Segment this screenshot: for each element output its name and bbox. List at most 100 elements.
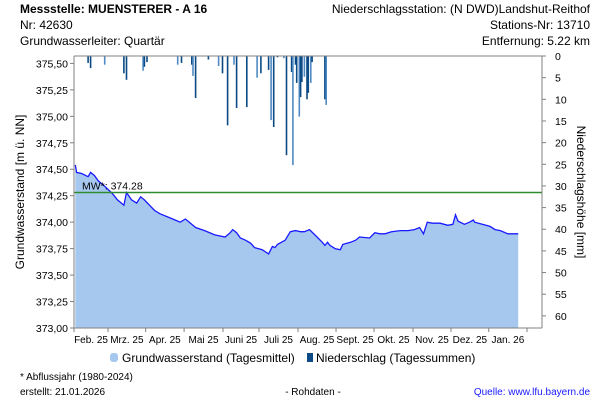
raw-data-note: - Rohdaten - <box>285 387 341 398</box>
x-tick-label: Apr. 25 <box>149 335 181 346</box>
precipitation-bar <box>290 56 293 72</box>
precipitation-bar <box>176 56 179 65</box>
precipitation-bar <box>180 56 183 63</box>
precipitation-bar <box>267 56 270 70</box>
legend-label-groundwater: Grundwasserstand (Tagesmittel) <box>122 351 295 365</box>
y2-tick-label: 45 <box>555 246 567 258</box>
precipitation-bar <box>301 56 303 82</box>
precipitation-bar <box>325 56 327 105</box>
y-tick-label: 373,50 <box>36 270 68 282</box>
y2-tick-label: 60 <box>555 311 567 323</box>
y-tick-label: 373,00 <box>36 323 68 335</box>
legend: Grundwasserstand (Tagesmittel) Niedersch… <box>110 351 475 365</box>
y-tick-label: 374,75 <box>36 138 68 150</box>
precipitation-bar <box>272 56 275 127</box>
precipitation-bar <box>310 56 312 83</box>
precipitation-bar <box>89 56 92 69</box>
y2-tick-label: 25 <box>555 159 567 171</box>
x-tick-label: Mai 25 <box>189 335 219 346</box>
precipitation-bar <box>270 56 272 121</box>
groundwater-series <box>74 164 519 328</box>
x-tick-label: Aug. 25 <box>300 335 335 346</box>
precipitation-bar <box>298 56 301 117</box>
y-tick-label: 374,25 <box>36 191 68 203</box>
precipitation-bar <box>307 56 310 93</box>
x-axis-ticks: Feb. 25 Mrz. 25 Apr. 25 Mai 25 Juni 25 Juli 2… <box>73 328 528 346</box>
station-title: Messstelle: MUENSTERER - A 16 <box>20 2 207 16</box>
x-tick-label: Juli 25 <box>264 335 293 346</box>
precipitation-bar <box>191 56 193 65</box>
precipitation-bar <box>233 56 235 65</box>
precipitation-bar <box>192 56 194 76</box>
precipitation-bar <box>283 56 285 59</box>
precip-station-number: Stations-Nr: 13710 <box>490 18 590 32</box>
groundwater-area <box>75 165 519 328</box>
x-tick-label: Dez. 25 <box>453 335 488 346</box>
x-tick-label: Nov. 25 <box>415 335 449 346</box>
y-tick-label: 375,50 <box>36 58 68 70</box>
mean-label: MW*: 374.28 <box>82 181 143 193</box>
y-tick-label: 374,50 <box>36 164 68 176</box>
created-date: erstellt: 21.01.2026 <box>20 387 105 398</box>
aquifer: Grundwasserleiter: Quartär <box>20 34 165 48</box>
precipitation-bar <box>123 56 125 74</box>
source-link[interactable]: Quelle: www.lfu.bayern.de <box>474 387 591 398</box>
y-tick-label: 373,75 <box>36 244 68 256</box>
y2-tick-label: 5 <box>555 73 561 85</box>
x-tick-label: Juni 25 <box>225 335 258 346</box>
x-tick-label: Jan. 26 <box>491 335 524 346</box>
y2-tick-label: 55 <box>555 289 567 301</box>
precipitation-bar <box>295 56 298 83</box>
precipitation-bar <box>207 56 210 60</box>
legend-marker-groundwater <box>110 353 118 362</box>
precipitation-bar <box>306 56 308 100</box>
y-axis-ticks: 373,00 373,25 373,50 373,75 374,00 374,25 374,… <box>36 58 74 335</box>
y-tick-label: 374,00 <box>36 217 68 229</box>
precipitation-bar <box>246 56 248 108</box>
precipitation-bar <box>146 56 148 63</box>
precipitation-bar <box>143 56 146 67</box>
precip-station: Niederschlagsstation: (N DWD)Landshut-Re… <box>332 2 591 16</box>
precipitation-bar <box>125 56 128 80</box>
precipitation-bar <box>194 56 197 98</box>
mean-line-group: MW*: 374.28 <box>74 181 542 194</box>
x-tick-label: Sept. 25 <box>336 335 374 346</box>
station-number: Nr: 42630 <box>20 18 73 32</box>
precipitation-bar <box>294 56 297 65</box>
y2-tick-label: 30 <box>555 181 567 193</box>
precipitation-bar <box>217 56 220 66</box>
precipitation-bar <box>292 56 294 166</box>
precipitation-bar <box>260 56 262 74</box>
precipitation-bar <box>285 56 288 156</box>
y2-tick-label: 15 <box>555 116 567 128</box>
footnote: * Abflussjahr (1980-2024) <box>20 372 133 383</box>
plot-frame <box>73 55 543 329</box>
y-axis-title: Grundwasserstand [m ü. NN] <box>13 115 27 270</box>
y2-tick-label: 20 <box>555 138 567 150</box>
x-tick-label: Okt. 25 <box>377 335 410 346</box>
y2-axis-ticks: 0 5 10 15 20 25 30 35 40 45 50 55 60 <box>542 51 567 323</box>
precipitation-bar <box>87 56 89 63</box>
legend-label-precipitation: Niederschlag (Tagessummen) <box>316 351 475 365</box>
precipitation-bar <box>303 56 306 77</box>
y2-tick-label: 40 <box>555 224 567 236</box>
precipitation-bar <box>311 56 313 63</box>
precipitation-bar <box>276 56 279 58</box>
y2-tick-label: 0 <box>555 51 561 63</box>
y-tick-label: 375,25 <box>36 85 68 97</box>
legend-marker-precipitation <box>307 353 313 362</box>
y-tick-label: 373,25 <box>36 297 68 309</box>
precipitation-bar <box>299 56 302 98</box>
precipitation-bar <box>221 56 224 74</box>
x-tick-label: Mrz. 25 <box>110 335 144 346</box>
y2-tick-label: 35 <box>555 203 567 215</box>
y2-tick-label: 10 <box>555 94 567 106</box>
y2-axis-title: Niederschlagshöhe [mm] <box>574 126 588 259</box>
precipitation-bar <box>256 56 258 78</box>
precipitation-bar <box>235 56 238 108</box>
precipitation-bar <box>226 56 229 126</box>
groundwater-line <box>74 164 519 255</box>
precipitation-bar <box>324 56 326 100</box>
precip-distance: Entfernung: 5.22 km <box>482 34 590 48</box>
